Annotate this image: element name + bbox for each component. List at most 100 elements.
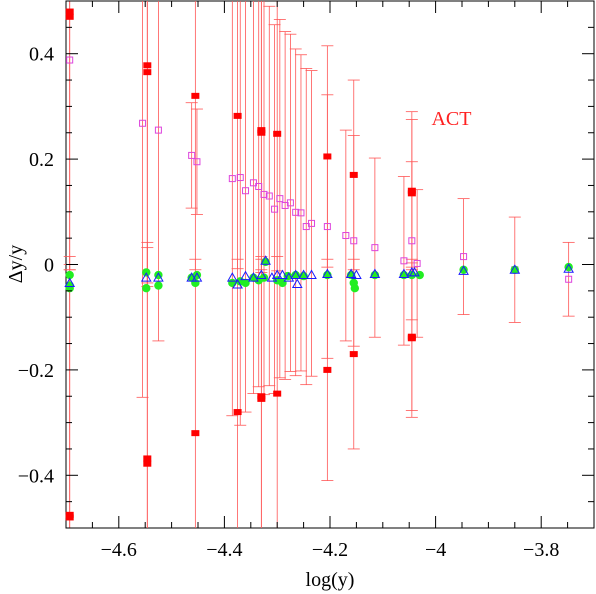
blue-triangle-marker	[140, 272, 152, 282]
blue-triangle-marker	[409, 266, 420, 277]
red-square-marker	[323, 366, 332, 373]
red-square-marker	[191, 92, 200, 99]
x-tick-label: −3.8	[523, 539, 559, 561]
red-errorbar	[231, 1, 244, 270]
red-square-marker	[233, 409, 242, 416]
x-axis-label: log(y)	[306, 569, 355, 591]
red-square-marker	[257, 129, 266, 136]
red-square-marker	[407, 190, 416, 197]
red-square-marker	[257, 395, 266, 402]
magenta-errorbar	[273, 19, 286, 379]
green-circle-marker	[510, 265, 519, 274]
red-errorbar	[189, 258, 202, 528]
magenta-square-marker	[260, 190, 268, 198]
magenta-square-marker	[408, 237, 416, 245]
magenta-errorbar	[305, 70, 318, 377]
y-tick-label: −0.4	[18, 465, 54, 487]
red-square-marker	[273, 390, 282, 397]
magenta-square-marker	[154, 126, 162, 134]
blue-triangle-marker	[256, 269, 267, 280]
blue-triangle-marker	[191, 272, 203, 282]
magenta-square-marker	[292, 208, 300, 216]
magenta-errorbar	[234, 1, 247, 426]
magenta-errorbar	[562, 241, 575, 317]
blue-triangle-marker	[351, 269, 362, 280]
blue-triangle-marker	[248, 272, 259, 282]
blue-triangle-marker	[509, 264, 521, 274]
magenta-errorbar	[411, 189, 424, 338]
magenta-square-marker	[66, 56, 74, 64]
y-axis-label: Δy/y	[5, 245, 27, 283]
blue-triangle-marker	[226, 272, 238, 282]
red-square-marker	[143, 69, 152, 76]
blue-triangle-marker	[283, 272, 295, 282]
blue-triangle-marker	[260, 255, 271, 265]
magenta-errorbar	[239, 1, 252, 413]
magenta-square-marker	[236, 174, 244, 182]
blue-triangle-marker	[398, 268, 410, 278]
x-tick-label: −4	[425, 539, 446, 561]
magenta-square-marker	[286, 199, 294, 207]
y-tick-label: 0.4	[29, 44, 54, 66]
magenta-errorbar	[347, 134, 360, 347]
magenta-errorbar	[405, 161, 418, 321]
blue-triangle-marker	[232, 279, 243, 289]
magenta-square-marker	[323, 223, 331, 231]
x-tick-label: −4.2	[312, 539, 348, 561]
magenta-errorbar	[252, 1, 265, 388]
magenta-square-marker	[565, 275, 573, 283]
blue-triangle-marker	[240, 270, 251, 281]
blue-triangle-marker	[291, 278, 303, 288]
blue-triangle-marker	[271, 269, 283, 280]
magenta-square-marker	[249, 179, 257, 187]
red-square-marker	[349, 351, 358, 358]
axis-ticks	[65, 0, 595, 529]
magenta-square-marker	[276, 195, 284, 203]
red-square-marker	[143, 62, 152, 69]
blue-triangle-marker	[563, 263, 575, 273]
red-errorbar	[255, 256, 268, 528]
red-square-marker	[65, 514, 74, 521]
green-circle-marker	[65, 270, 74, 280]
magenta-errorbar	[300, 68, 313, 386]
x-tick-label: −4.6	[101, 539, 137, 561]
red-errorbar	[63, 1, 76, 271]
magenta-errorbar	[226, 1, 239, 417]
axis-tick-labels: −4.6 −4.4 −4.2 −4 −3.8 −0.4 −0.2 0 0.2 0.4	[18, 44, 560, 561]
blue-triangle-marker	[345, 268, 357, 278]
magenta-errorbar	[268, 24, 281, 395]
magenta-errorbar	[279, 31, 292, 380]
magenta-square-marker	[371, 244, 379, 252]
magenta-errorbar	[321, 94, 334, 359]
magenta-errorbar	[284, 33, 297, 372]
blue-triangle-marker	[322, 268, 333, 278]
red-square-marker	[323, 153, 332, 160]
magenta-errorbar	[294, 54, 307, 372]
blue-triangle-marker	[64, 277, 76, 287]
magenta-errorbar	[247, 1, 260, 395]
red-square-marker	[407, 335, 416, 342]
red-errorbar	[189, 1, 202, 271]
green-circle-marker	[459, 265, 468, 274]
magenta-square-marker	[297, 209, 305, 217]
green-circle-marker	[241, 278, 250, 288]
red-square-marker	[273, 130, 282, 137]
blue-triangle-marker	[290, 269, 302, 280]
magenta-square-marker	[255, 183, 263, 191]
magenta-square-marker	[400, 257, 408, 265]
magenta-square-marker	[242, 187, 250, 195]
blue-triangle-marker	[369, 268, 381, 278]
blue-triangle-marker	[306, 269, 317, 280]
green-circle-marker	[291, 270, 300, 280]
red-square-marker	[143, 455, 152, 462]
magenta-square-marker	[139, 119, 147, 127]
x-tick-label: −4.4	[206, 539, 242, 561]
green-circle-marker	[154, 281, 163, 290]
green-points-layer	[65, 257, 573, 293]
red-square-marker	[233, 112, 242, 119]
blue-triangle-marker	[186, 272, 198, 282]
magenta-square-marker	[271, 205, 279, 213]
red-square-marker	[65, 13, 74, 20]
blue-triangle-marker	[458, 265, 469, 275]
green-circle-marker	[228, 278, 237, 288]
